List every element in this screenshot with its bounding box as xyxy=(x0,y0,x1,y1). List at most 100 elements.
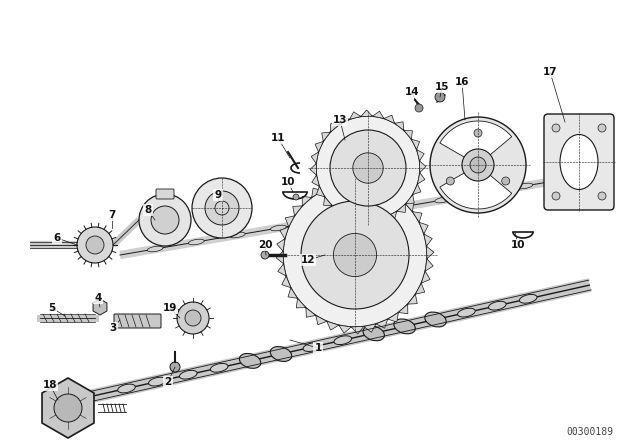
Text: 9: 9 xyxy=(214,190,221,200)
Polygon shape xyxy=(339,325,351,333)
Circle shape xyxy=(552,124,560,132)
Ellipse shape xyxy=(517,183,532,189)
Text: 10: 10 xyxy=(281,177,295,187)
Text: 19: 19 xyxy=(163,303,177,313)
Polygon shape xyxy=(413,184,421,194)
Text: 6: 6 xyxy=(53,233,61,243)
Polygon shape xyxy=(42,378,94,438)
Ellipse shape xyxy=(303,343,321,352)
Polygon shape xyxy=(408,294,417,304)
Text: 18: 18 xyxy=(43,380,57,390)
Ellipse shape xyxy=(271,225,286,231)
Ellipse shape xyxy=(394,319,415,334)
Ellipse shape xyxy=(270,347,292,362)
Circle shape xyxy=(151,206,179,234)
Ellipse shape xyxy=(435,197,451,203)
Text: 17: 17 xyxy=(543,67,557,77)
Polygon shape xyxy=(384,115,394,123)
Polygon shape xyxy=(339,116,349,125)
Circle shape xyxy=(333,233,376,276)
Ellipse shape xyxy=(476,190,492,196)
Circle shape xyxy=(261,251,269,259)
Ellipse shape xyxy=(211,363,228,372)
Ellipse shape xyxy=(560,134,598,190)
Circle shape xyxy=(470,157,486,173)
Ellipse shape xyxy=(520,294,537,303)
Polygon shape xyxy=(394,122,404,130)
Polygon shape xyxy=(312,175,319,186)
FancyBboxPatch shape xyxy=(114,314,161,328)
Text: 13: 13 xyxy=(333,115,348,125)
Polygon shape xyxy=(387,211,397,220)
Polygon shape xyxy=(412,139,420,150)
Circle shape xyxy=(330,130,406,206)
Wedge shape xyxy=(440,121,512,165)
Circle shape xyxy=(502,177,509,185)
Polygon shape xyxy=(276,239,285,251)
Circle shape xyxy=(185,310,201,326)
Polygon shape xyxy=(421,271,430,283)
Polygon shape xyxy=(316,186,324,197)
Circle shape xyxy=(205,191,239,225)
Polygon shape xyxy=(425,259,433,271)
Ellipse shape xyxy=(363,326,385,341)
Ellipse shape xyxy=(147,246,163,252)
Ellipse shape xyxy=(394,204,410,210)
Polygon shape xyxy=(276,251,284,264)
Polygon shape xyxy=(296,298,306,308)
Polygon shape xyxy=(424,234,432,246)
Circle shape xyxy=(598,124,606,132)
Circle shape xyxy=(552,192,560,200)
Wedge shape xyxy=(440,165,512,209)
Text: 2: 2 xyxy=(164,377,172,387)
Polygon shape xyxy=(334,178,346,186)
Polygon shape xyxy=(302,196,312,206)
Polygon shape xyxy=(398,304,408,314)
Text: 00300189: 00300189 xyxy=(566,427,614,437)
Ellipse shape xyxy=(179,370,197,379)
Polygon shape xyxy=(322,132,330,142)
Polygon shape xyxy=(342,213,352,221)
Polygon shape xyxy=(285,216,294,227)
Ellipse shape xyxy=(458,308,476,317)
Ellipse shape xyxy=(488,302,506,310)
Polygon shape xyxy=(93,299,107,315)
Text: 3: 3 xyxy=(109,323,116,333)
Polygon shape xyxy=(332,206,342,214)
Polygon shape xyxy=(394,193,404,202)
Polygon shape xyxy=(419,222,428,234)
Polygon shape xyxy=(375,217,387,224)
Ellipse shape xyxy=(229,232,245,238)
Polygon shape xyxy=(372,111,384,119)
Polygon shape xyxy=(415,283,425,294)
Polygon shape xyxy=(327,321,339,330)
Circle shape xyxy=(598,192,606,200)
Ellipse shape xyxy=(312,218,328,224)
Polygon shape xyxy=(324,197,332,206)
Polygon shape xyxy=(352,217,364,225)
Circle shape xyxy=(170,362,180,372)
Circle shape xyxy=(283,183,427,327)
Circle shape xyxy=(435,92,445,102)
Polygon shape xyxy=(404,202,413,211)
Text: 20: 20 xyxy=(258,240,272,250)
Polygon shape xyxy=(292,206,302,216)
Polygon shape xyxy=(404,130,412,139)
Polygon shape xyxy=(282,276,291,288)
Polygon shape xyxy=(311,152,319,164)
Polygon shape xyxy=(376,319,388,328)
Polygon shape xyxy=(323,182,334,191)
Polygon shape xyxy=(413,211,422,222)
Circle shape xyxy=(353,153,383,183)
Polygon shape xyxy=(315,142,323,152)
Circle shape xyxy=(139,194,191,246)
Polygon shape xyxy=(426,246,434,259)
Ellipse shape xyxy=(353,211,369,217)
Ellipse shape xyxy=(239,353,261,368)
Polygon shape xyxy=(417,172,425,184)
Polygon shape xyxy=(361,110,372,116)
Polygon shape xyxy=(419,161,426,172)
Polygon shape xyxy=(397,204,406,212)
Circle shape xyxy=(415,104,423,112)
Text: 16: 16 xyxy=(455,77,469,87)
